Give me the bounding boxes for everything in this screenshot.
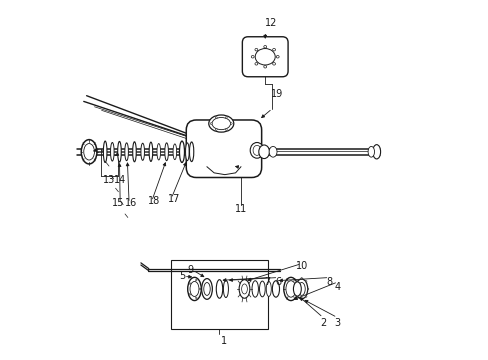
- Ellipse shape: [103, 141, 107, 162]
- Bar: [171, 260, 267, 329]
- Ellipse shape: [259, 281, 264, 297]
- Text: 9: 9: [187, 265, 194, 275]
- Ellipse shape: [225, 129, 227, 130]
- Ellipse shape: [118, 141, 121, 162]
- Ellipse shape: [189, 283, 190, 284]
- Text: 15: 15: [112, 198, 124, 208]
- Ellipse shape: [272, 281, 279, 297]
- Ellipse shape: [276, 55, 279, 58]
- Ellipse shape: [272, 63, 275, 65]
- Ellipse shape: [190, 128, 205, 148]
- Ellipse shape: [208, 115, 233, 132]
- Ellipse shape: [372, 145, 380, 159]
- Ellipse shape: [189, 294, 190, 295]
- Ellipse shape: [258, 145, 269, 158]
- Ellipse shape: [272, 49, 275, 51]
- Text: 3: 3: [334, 318, 340, 328]
- Text: 4: 4: [334, 282, 341, 292]
- Ellipse shape: [268, 147, 276, 157]
- Ellipse shape: [250, 143, 263, 158]
- Ellipse shape: [215, 129, 217, 130]
- Ellipse shape: [283, 277, 298, 301]
- Ellipse shape: [185, 143, 189, 161]
- Ellipse shape: [263, 66, 266, 68]
- Ellipse shape: [195, 279, 197, 281]
- Ellipse shape: [223, 280, 228, 297]
- Ellipse shape: [110, 143, 114, 161]
- Text: 18: 18: [147, 197, 160, 206]
- Ellipse shape: [253, 145, 261, 156]
- Ellipse shape: [293, 282, 301, 296]
- Ellipse shape: [212, 117, 230, 130]
- Ellipse shape: [215, 117, 217, 118]
- Ellipse shape: [307, 288, 308, 290]
- Ellipse shape: [294, 288, 295, 290]
- Text: 7: 7: [264, 277, 269, 287]
- Ellipse shape: [251, 55, 254, 58]
- Ellipse shape: [187, 277, 201, 301]
- Ellipse shape: [367, 147, 374, 157]
- Text: 19: 19: [270, 89, 282, 99]
- Ellipse shape: [241, 284, 247, 294]
- Ellipse shape: [195, 297, 197, 298]
- Text: 5: 5: [179, 271, 185, 282]
- Ellipse shape: [83, 144, 94, 160]
- Text: 10: 10: [295, 261, 307, 271]
- Ellipse shape: [210, 123, 212, 125]
- Ellipse shape: [230, 123, 232, 125]
- Ellipse shape: [296, 281, 297, 282]
- Text: 17: 17: [167, 194, 180, 203]
- Ellipse shape: [298, 283, 305, 296]
- Text: 8: 8: [326, 277, 332, 287]
- Ellipse shape: [251, 281, 258, 297]
- Ellipse shape: [300, 299, 302, 300]
- Ellipse shape: [254, 49, 257, 51]
- Ellipse shape: [81, 140, 97, 164]
- Ellipse shape: [305, 281, 306, 282]
- Ellipse shape: [295, 279, 307, 299]
- Ellipse shape: [132, 142, 136, 162]
- FancyBboxPatch shape: [242, 37, 287, 77]
- Ellipse shape: [201, 279, 212, 299]
- Ellipse shape: [193, 132, 202, 144]
- Ellipse shape: [149, 142, 152, 161]
- Ellipse shape: [173, 144, 176, 159]
- Text: 6: 6: [275, 277, 281, 287]
- Ellipse shape: [124, 143, 128, 161]
- Text: 14: 14: [114, 175, 126, 185]
- Ellipse shape: [263, 45, 266, 48]
- Ellipse shape: [255, 49, 275, 65]
- Ellipse shape: [225, 117, 227, 118]
- Ellipse shape: [199, 288, 201, 290]
- Ellipse shape: [164, 143, 168, 161]
- Text: 11: 11: [234, 203, 246, 213]
- Text: 13: 13: [103, 175, 115, 185]
- Ellipse shape: [296, 296, 297, 297]
- Text: 12: 12: [264, 18, 277, 28]
- Ellipse shape: [141, 143, 144, 160]
- Ellipse shape: [239, 280, 249, 298]
- Ellipse shape: [189, 142, 193, 162]
- Ellipse shape: [190, 282, 199, 296]
- Ellipse shape: [300, 278, 302, 279]
- FancyBboxPatch shape: [186, 120, 261, 177]
- Ellipse shape: [305, 296, 306, 297]
- Ellipse shape: [157, 144, 160, 160]
- Ellipse shape: [285, 281, 295, 297]
- Text: 2: 2: [319, 318, 325, 328]
- Text: 16: 16: [124, 198, 137, 208]
- Ellipse shape: [266, 282, 271, 296]
- Ellipse shape: [254, 63, 257, 65]
- Ellipse shape: [203, 283, 210, 296]
- Text: 1: 1: [220, 337, 226, 346]
- Ellipse shape: [216, 280, 222, 298]
- Ellipse shape: [179, 141, 184, 162]
